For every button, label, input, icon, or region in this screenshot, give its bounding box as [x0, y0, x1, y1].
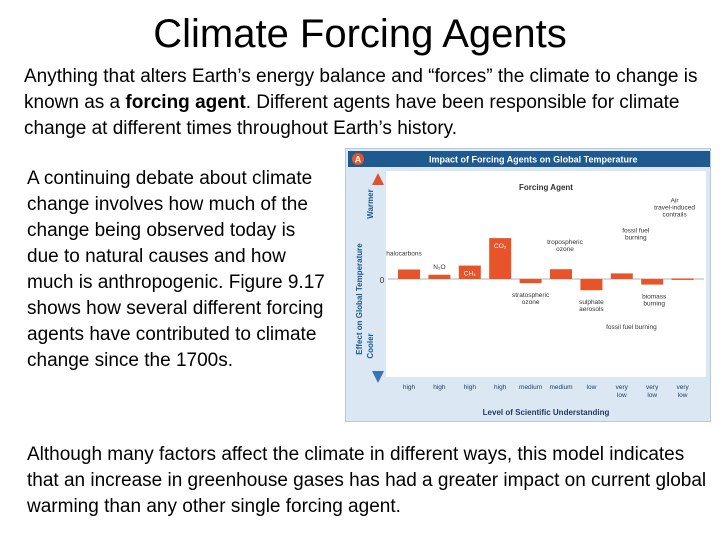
bar-extra-label: fossil fuel burning [606, 324, 657, 331]
bar-6 [580, 279, 603, 291]
forcing-figure: A Impact of Forcing Agents on Global Tem… [345, 148, 711, 422]
understanding-label-2: high [464, 384, 477, 391]
bar-label-0: halocarbons [386, 250, 422, 257]
figure-header-band [348, 151, 710, 167]
bar-label-7: fossil fuel burning [622, 227, 650, 241]
bar-label-1: N₂O [433, 264, 445, 271]
bar-label-5: tropospheric ozone [547, 239, 584, 253]
bar-8 [641, 279, 664, 285]
bar-label-4: stratospheric ozone [512, 292, 550, 306]
bar-label-8: biomass burning [642, 294, 667, 308]
plot-panel [386, 171, 706, 377]
bar-group [398, 238, 694, 291]
understanding-label-9: very low [676, 384, 689, 399]
bar-label-9: Air travel-induced contrails [654, 197, 695, 218]
intro-text-a: Anything that alters Earth’s energy bala… [24, 66, 698, 113]
understanding-label-7: very low [616, 384, 629, 399]
bar-1 [428, 274, 451, 279]
bar-0 [398, 269, 420, 279]
bar-9 [671, 278, 694, 280]
y-axis-label: Effect on Global Temperature [355, 243, 364, 355]
side-paragraph: A continuing debate about climate change… [27, 168, 325, 371]
bar-2 [458, 265, 481, 279]
bar-3 [489, 238, 512, 279]
bar-label-group: halocarbons N₂O CH₄ CO₂ stratospheric ozone tr… [386, 197, 695, 331]
intro-paragraph: Anything that alters Earth’s energy bala… [24, 64, 714, 142]
understanding-label-1: high [433, 384, 446, 391]
understanding-label-0: high [403, 384, 416, 391]
bar-4 [519, 279, 542, 284]
understanding-label-3: high [494, 384, 507, 391]
bar-label-3: CO₂ [494, 243, 507, 250]
zero-label: 0 [380, 276, 385, 285]
understanding-label-6: low [587, 384, 597, 391]
bar-5 [550, 269, 572, 279]
bar-label-2: CH₄ [464, 271, 476, 278]
understanding-label-group: high high high high medium medium low very low ve… [403, 384, 690, 399]
warmer-arrowhead [372, 173, 384, 185]
figure-badge-label: A [355, 155, 362, 165]
x-axis-title: Level of Scientific Understanding [483, 408, 610, 417]
bar-7 [610, 273, 633, 279]
slide-title: Climate Forcing Agents [153, 12, 567, 56]
bar-label-6: sulphate aerosols [579, 299, 604, 313]
panel-title: Forcing Agent [519, 183, 573, 192]
cooler-arrowhead [372, 371, 384, 383]
forcing-chart: A Impact of Forcing Agents on Global Tem… [348, 151, 710, 417]
understanding-label-5: medium [549, 384, 572, 391]
figure-badge [352, 153, 364, 165]
understanding-label-8: very low [646, 384, 659, 399]
intro-text-b: . Different agents have been responsible… [24, 92, 680, 139]
figure-header: Impact of Forcing Agents on Global Tempe… [429, 155, 638, 165]
warmer-label: Warmer [366, 189, 375, 219]
conclusion-paragraph: Although many factors affect the climate… [27, 444, 707, 517]
intro-bold-term: forcing agent [125, 92, 246, 113]
cooler-label: Cooler [366, 333, 375, 358]
understanding-label-4: medium [519, 384, 542, 391]
